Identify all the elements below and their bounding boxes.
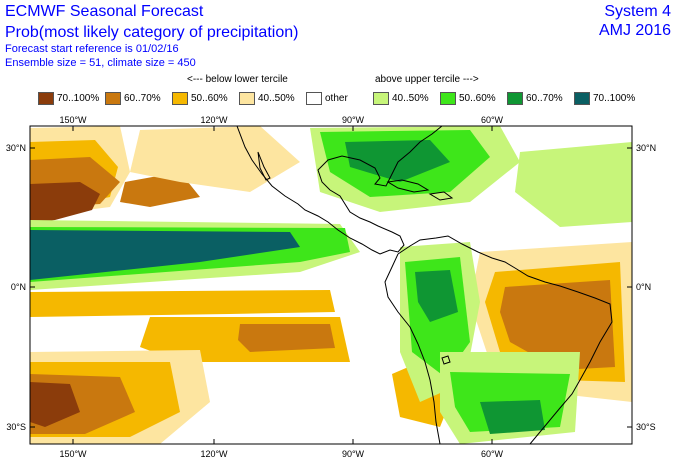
system-label: System 4 [604,3,671,20]
above-70-100-region [30,230,300,280]
legend-label: 50..60% [191,93,228,104]
lon-label-60w-top: 60°W [481,115,504,125]
lat-label-30n-right: 30°N [636,143,656,153]
lat-label-30n-left: 30°N [6,143,26,153]
below-70-100-region [30,382,80,427]
legend-label: 70..100% [593,93,636,104]
lat-label-0n-left: 0°N [11,282,26,292]
map-title: ECMWF Seasonal Forecast [5,3,204,20]
legend-swatch [239,92,255,105]
legend-label: 40..50% [392,93,429,104]
legend-swatch [574,92,590,105]
coastline-cuba [386,179,430,193]
below-60-70-region [500,280,615,370]
lat-label-30s-right: 30°S [636,422,656,432]
probability-shading [30,126,632,444]
legend-swatch [373,92,389,105]
below-40-50-region [130,126,300,192]
below-70-100-region [30,182,100,224]
legend-swatch [306,92,322,105]
coastline-hispaniola [428,191,454,201]
ensemble-size-text: Ensemble size = 51, climate size = 450 [5,57,196,69]
legend-swatch [38,92,54,105]
coastline-south-america [397,235,613,444]
legend-label: 60..70% [124,93,161,104]
lon-label-90w-top: 90°W [342,115,365,125]
above-60-70-region [480,400,545,434]
legend-swatch [172,92,188,105]
below-50-60-region [30,290,335,317]
legend-swatch [105,92,121,105]
coastline [236,126,613,444]
lat-label-0n-right: 0°N [636,282,651,292]
below-60-70-region [238,324,335,352]
lon-label-150w-bottom: 150°W [59,449,87,459]
coastline-north-america [236,126,443,255]
lon-label-90w-bottom: 90°W [342,449,365,459]
lon-label-60w-bottom: 60°W [481,449,504,459]
forecast-start-text: Forecast start reference is 01/02/16 [5,43,179,55]
above-tercile-label: above upper tercile ---> [375,74,479,85]
below-tercile-label: <--- below lower tercile [187,74,288,85]
legend-swatch [507,92,523,105]
map-subtitle: Prob(most likely category of precipitati… [5,24,299,41]
legend-label: 60..70% [526,93,563,104]
above-40-50-region [515,142,632,227]
legend-label: other [325,93,348,104]
coastline-south-america-west [384,253,441,444]
legend-swatch [440,92,456,105]
legend-label: 50..60% [459,93,496,104]
coastline-baja [257,151,271,181]
graticule-ticks [30,126,632,444]
lon-label-150w-top: 150°W [59,115,87,125]
precipitation-probability-map: 150°W 120°W 90°W 60°W 150°W 120°W 90°W 6… [6,115,656,459]
above-60-70-region [345,140,450,182]
lon-label-120w-bottom: 120°W [200,449,228,459]
map-frame [29,125,633,445]
lon-label-120w-top: 120°W [200,115,228,125]
above-60-70-region [415,270,458,322]
lat-label-30s-left: 30°S [6,422,26,432]
legend-label: 40..50% [258,93,295,104]
legend-label: 70..100% [57,93,100,104]
season-label: AMJ 2016 [598,22,671,39]
coastline-lake-titicaca [441,355,451,365]
